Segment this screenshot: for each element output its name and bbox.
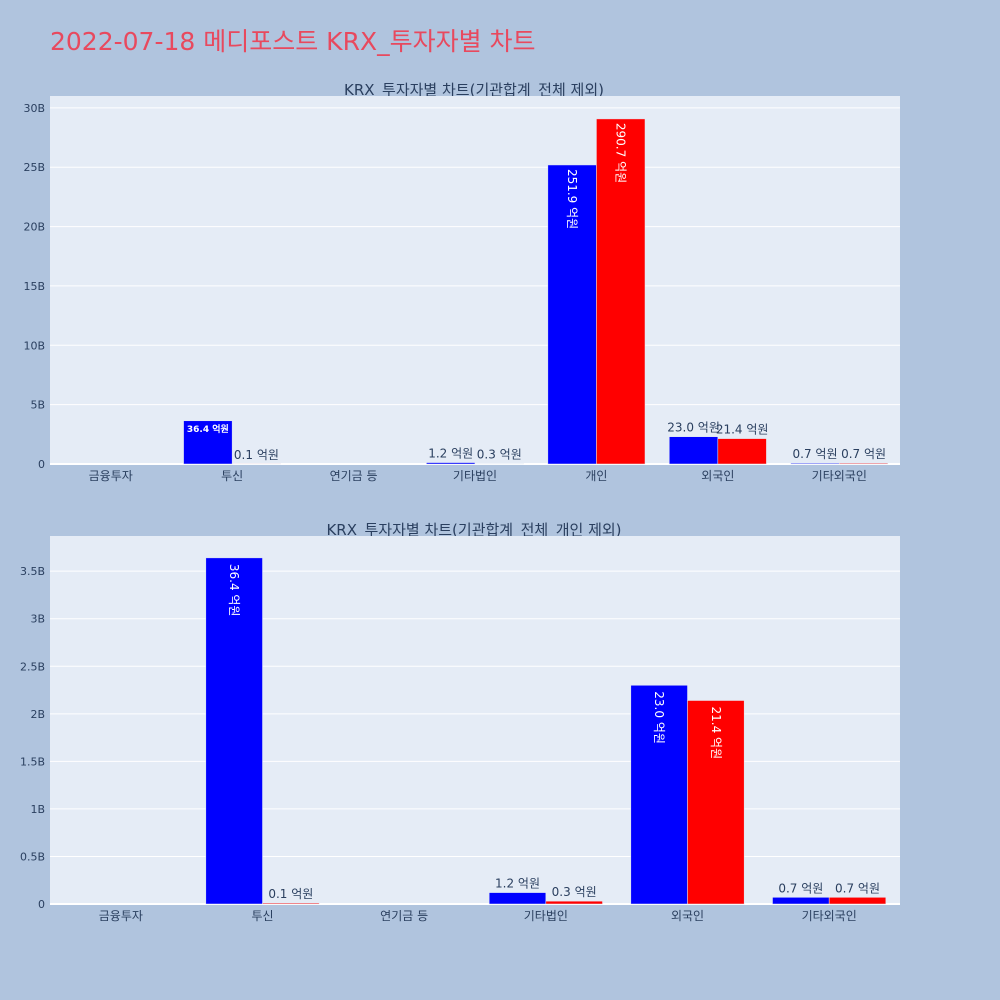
y-tick-label: 20B — [23, 221, 45, 234]
chart-2: KRX_투자자별 차트(기관합계_전체_개인 제외) 0 0.5B 1B 1.5B 2B… — [20, 521, 900, 923]
y-tick-label: 0.5B — [20, 850, 45, 863]
plot-background — [50, 96, 900, 464]
bar — [717, 438, 767, 465]
data-label: 0.1 억원 — [268, 887, 313, 901]
x-tick-label: 외국인 — [671, 909, 704, 923]
plot-background — [50, 536, 900, 904]
bar — [262, 902, 320, 905]
chart-2-title: KRX_투자자별 차트(기관합계_전체_개인 제외) — [326, 521, 621, 540]
bar — [547, 164, 597, 465]
x-tick-label: 금융투자 — [89, 469, 133, 483]
y-tick-label: 1.5B — [20, 755, 45, 768]
bar — [545, 900, 603, 905]
bar — [630, 685, 688, 905]
chart-1: KRX_투자자별 차트(기관합계_전체 제외) 0 5B 10B 15B 20B 25B 3… — [23, 81, 900, 483]
x-tick-label: 기타법인 — [524, 909, 568, 923]
bar — [205, 557, 263, 905]
bar — [426, 462, 476, 465]
bar — [488, 892, 547, 905]
data-label: 1.2 억원 — [495, 877, 540, 891]
x-tick-label: 투신 — [251, 909, 273, 923]
data-label: 21.4 억원 — [709, 707, 723, 760]
data-label: 0.7 억원 — [841, 447, 886, 461]
data-label: 290.7 억원 — [614, 123, 628, 183]
y-tick-label: 5B — [30, 399, 45, 412]
data-label: 0.7 억원 — [793, 447, 838, 461]
bar — [839, 462, 889, 465]
data-label: 0.7 억원 — [778, 881, 823, 895]
y-tick-label: 1B — [30, 803, 45, 816]
x-tick-label: 연기금 등 — [330, 469, 378, 483]
y-tick-label: 2.5B — [20, 660, 45, 673]
bar — [183, 420, 233, 465]
y-tick-label: 0 — [38, 458, 45, 471]
bar — [669, 436, 719, 465]
data-label: 21.4 억원 — [716, 423, 769, 437]
bar — [687, 700, 745, 905]
bar — [772, 897, 830, 905]
data-label: 23.0 억원 — [667, 421, 720, 435]
y-tick-label: 3.5B — [20, 565, 45, 578]
x-tick-label: 기타외국인 — [802, 909, 857, 923]
x-tick-label: 개인 — [585, 469, 607, 483]
bar — [790, 462, 840, 465]
bar — [596, 118, 646, 465]
bar — [828, 897, 887, 905]
data-label: 36.4 억원 — [227, 564, 241, 617]
x-tick-label: 기타법인 — [453, 469, 497, 483]
chart-2-plot: 0 0.5B 1B 1.5B 2B 2.5B 3B 3.5B 금융투자 투신 연기금 등 기타법인 외국… — [20, 536, 900, 923]
data-label: 0.3 억원 — [552, 885, 597, 899]
y-tick-label: 10B — [23, 339, 45, 352]
data-label: 0.7 억원 — [835, 881, 880, 895]
y-tick-label: 0 — [38, 898, 45, 911]
y-tick-label: 15B — [23, 280, 45, 293]
x-tick-label: 투신 — [221, 469, 243, 483]
data-label: 1.2 억원 — [428, 447, 473, 461]
data-label: 0.3 억원 — [477, 448, 522, 462]
page-title: 2022-07-18 메디포스트 KRX_투자자별 차트 — [50, 27, 536, 56]
y-tick-label: 25B — [23, 161, 45, 174]
data-label: 0.1 억원 — [234, 448, 279, 462]
y-tick-label: 30B — [23, 102, 45, 115]
data-label: 23.0 억원 — [652, 691, 666, 744]
x-tick-label: 금융투자 — [99, 909, 143, 923]
x-tick-label: 외국인 — [701, 469, 734, 483]
y-tick-label: 2B — [30, 708, 45, 721]
data-label: 36.4 억원 — [187, 423, 229, 435]
x-tick-label: 기타외국인 — [812, 469, 867, 483]
x-tick-label: 연기금 등 — [380, 909, 428, 923]
chart-1-title: KRX_투자자별 차트(기관합계_전체 제외) — [344, 81, 604, 100]
data-label: 251.9 억원 — [565, 169, 579, 229]
y-tick-label: 3B — [30, 613, 45, 626]
chart-1-plot: 0 5B 10B 15B 20B 25B 30B 금융투자 투신 연기금 등 기타법인 개인 외국인 기타… — [23, 96, 900, 483]
